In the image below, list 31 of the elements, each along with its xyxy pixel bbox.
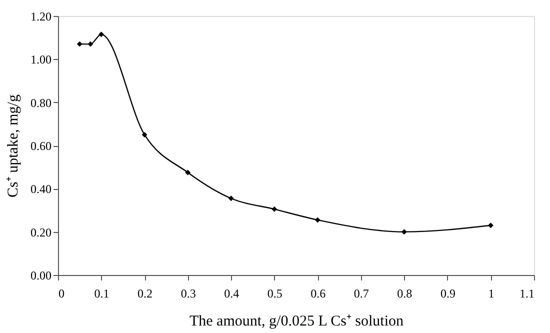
point <box>76 41 82 47</box>
x-tick-label: 0.9 <box>440 286 456 300</box>
x-tick-label: 0.8 <box>397 286 412 300</box>
x-tick-label: 1 <box>488 286 494 300</box>
x-tick-label: 0.5 <box>267 286 282 300</box>
x-tick-label: 1.1 <box>520 286 534 300</box>
x-tick-label: 0.1 <box>94 286 110 300</box>
x-tick-label: 0.6 <box>310 286 326 300</box>
x-tick-label: 0.3 <box>180 286 196 300</box>
y-tick-label: 0.60 <box>30 139 52 153</box>
y-tick-label: 0.20 <box>30 225 52 240</box>
point <box>314 217 320 223</box>
y-axis-title: Cs⁺ uptake, mg/g <box>6 94 22 198</box>
x-tick-label: 0 <box>58 286 64 300</box>
x-axis-title: The amount, g/0.025 L Cs⁺ solution <box>189 314 404 330</box>
y-tick-label: 1.20 <box>30 10 52 24</box>
point <box>272 206 278 212</box>
y-tick-label: 0.00 <box>30 268 52 282</box>
point <box>185 170 191 176</box>
point <box>98 32 104 38</box>
y-tick-label: 0.80 <box>30 96 52 110</box>
point <box>401 229 407 235</box>
x-tick-label: 0.7 <box>354 286 369 300</box>
point <box>228 196 234 202</box>
x-tick-label: 0.4 <box>224 286 240 300</box>
y-tick-label: 0.40 <box>30 182 52 196</box>
x-tick-label: 0.2 <box>138 286 153 300</box>
point <box>142 132 148 138</box>
y-tick-label: 1.00 <box>30 52 52 67</box>
point <box>88 41 94 47</box>
point <box>488 222 494 228</box>
